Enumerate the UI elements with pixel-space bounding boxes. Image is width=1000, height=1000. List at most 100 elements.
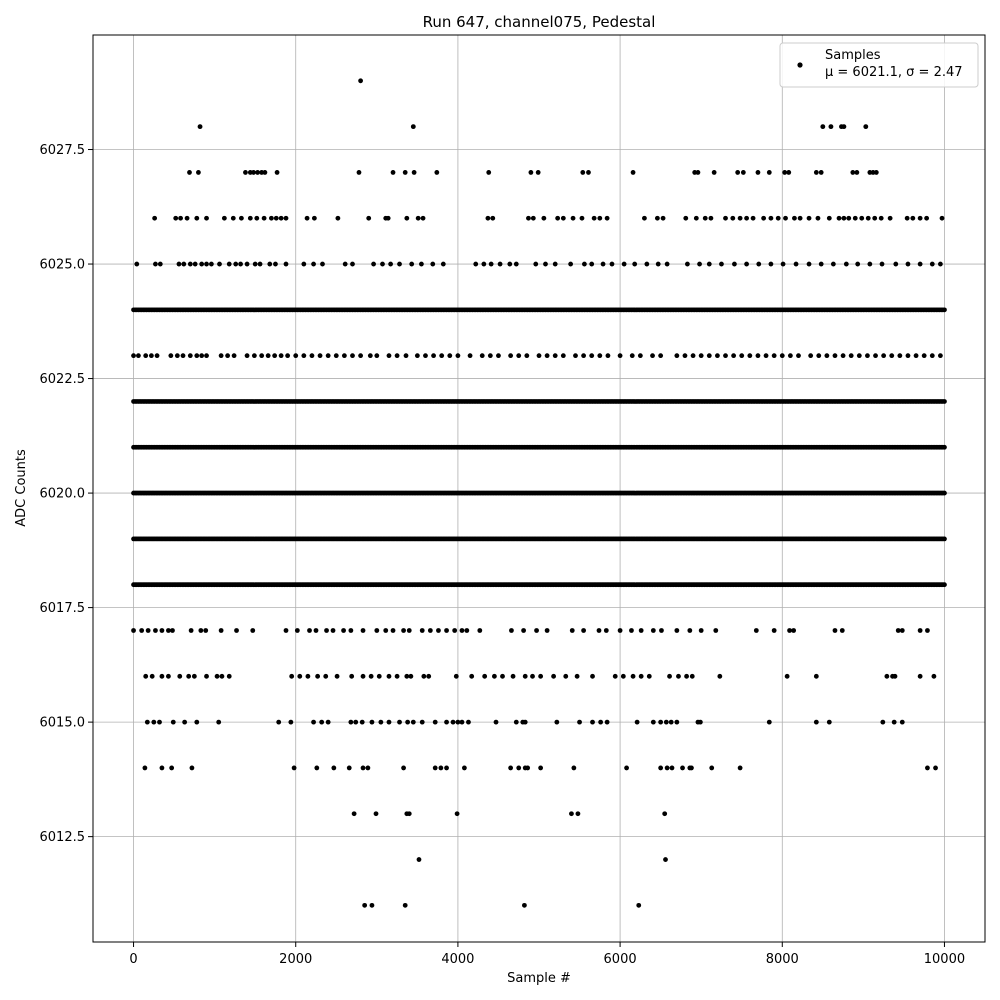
data-point	[818, 261, 824, 267]
data-point	[865, 353, 870, 359]
data-point	[905, 353, 911, 359]
data-point	[706, 261, 712, 267]
data-point	[131, 628, 136, 633]
data-point	[929, 353, 935, 359]
data-point	[301, 261, 307, 267]
data-point	[251, 170, 256, 175]
data-point	[942, 582, 947, 588]
data-point	[317, 353, 323, 359]
data-point	[403, 353, 409, 359]
data-point	[663, 857, 668, 862]
data-point	[383, 628, 389, 633]
data-point	[668, 719, 674, 725]
data-point	[378, 719, 384, 725]
data-point	[739, 353, 745, 359]
data-point	[432, 719, 438, 725]
data-point	[755, 353, 761, 359]
data-point	[638, 673, 644, 679]
data-point	[159, 628, 165, 633]
data-point	[697, 719, 703, 725]
data-point	[660, 215, 666, 221]
data-point	[288, 719, 294, 725]
y-tick-label: 6015.0	[40, 716, 86, 731]
data-point	[516, 353, 522, 359]
data-point	[859, 215, 865, 221]
data-point	[735, 170, 741, 175]
data-point	[747, 353, 753, 359]
data-point	[669, 765, 675, 771]
data-point	[521, 628, 526, 633]
data-point	[259, 353, 265, 359]
x-tick-label: 10000	[924, 952, 965, 967]
data-point	[397, 261, 402, 267]
data-point	[508, 765, 514, 771]
data-point	[174, 353, 180, 359]
data-point	[151, 719, 157, 725]
data-point	[662, 811, 668, 817]
data-point	[942, 444, 947, 450]
data-point	[880, 719, 886, 725]
data-point	[706, 353, 712, 359]
data-point	[719, 261, 724, 267]
data-point	[402, 170, 408, 175]
data-point	[466, 719, 471, 725]
data-point	[766, 719, 772, 725]
data-point	[315, 673, 321, 679]
data-point	[766, 170, 772, 175]
data-point	[924, 215, 930, 221]
data-point	[385, 215, 391, 221]
data-point	[406, 628, 412, 633]
data-point	[356, 170, 362, 175]
data-point	[530, 673, 535, 679]
data-point	[650, 719, 656, 725]
data-point	[782, 170, 788, 175]
data-point	[784, 673, 790, 679]
data-point	[674, 628, 680, 633]
data-point	[554, 719, 560, 725]
data-point	[366, 215, 372, 221]
data-point	[744, 215, 749, 221]
data-point	[203, 628, 209, 633]
data-point	[144, 719, 150, 725]
data-point	[360, 628, 366, 633]
data-point	[933, 765, 938, 771]
data-point	[873, 353, 878, 359]
data-point	[154, 353, 160, 359]
data-point	[524, 353, 530, 359]
data-point	[644, 261, 650, 267]
data-point	[324, 628, 329, 633]
x-tick-label: 4000	[441, 952, 474, 967]
data-point	[304, 215, 310, 221]
data-point	[609, 261, 615, 267]
data-point	[325, 719, 331, 725]
data-point	[730, 215, 736, 221]
data-point	[139, 628, 145, 633]
data-point	[917, 628, 923, 633]
data-point	[464, 628, 470, 633]
data-point	[386, 719, 392, 725]
data-point	[415, 215, 421, 221]
data-point	[452, 628, 458, 633]
data-point	[597, 353, 603, 359]
data-point	[793, 261, 799, 267]
data-point	[204, 215, 209, 221]
data-point	[655, 261, 661, 267]
y-tick-label: 6025.0	[40, 258, 86, 273]
data-point	[783, 215, 788, 221]
x-axis-label: Sample #	[507, 971, 571, 986]
data-point	[153, 628, 158, 633]
data-point	[942, 490, 947, 496]
data-point	[323, 673, 329, 679]
data-point	[637, 353, 643, 359]
data-point	[265, 353, 271, 359]
data-point	[715, 353, 720, 359]
data-point	[938, 261, 943, 267]
data-point	[589, 353, 595, 359]
data-point	[314, 765, 320, 771]
data-point	[218, 353, 224, 359]
data-point	[617, 353, 623, 359]
data-point	[771, 353, 777, 359]
data-point	[149, 673, 155, 679]
data-point	[642, 215, 647, 221]
data-point	[134, 261, 140, 267]
